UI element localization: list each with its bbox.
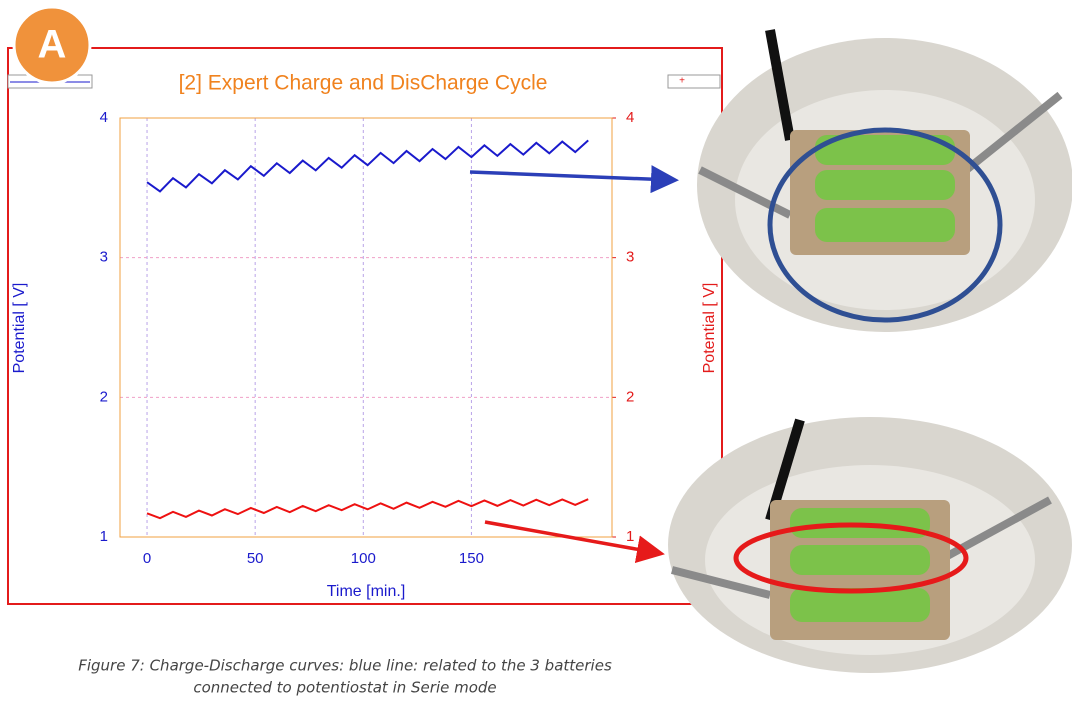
y-tick-label: 1 bbox=[100, 528, 108, 545]
photo-top bbox=[697, 30, 1072, 332]
x-axis-label: Time [min.] bbox=[327, 583, 406, 600]
y2-tick-label: 1 bbox=[626, 528, 634, 545]
y-tick-label: 4 bbox=[100, 109, 108, 126]
x-tick-label: 50 bbox=[247, 550, 264, 567]
y2-tick-label: 3 bbox=[626, 249, 634, 266]
legend-mark: + bbox=[679, 76, 685, 87]
photo-bottom bbox=[668, 417, 1072, 673]
x-tick-label: 100 bbox=[351, 550, 376, 567]
y2-tick-label: 4 bbox=[626, 109, 634, 126]
y2-tick-label: 2 bbox=[626, 388, 634, 405]
badge-label: A bbox=[38, 23, 67, 67]
x-tick-label: 0 bbox=[143, 550, 151, 567]
figure: + A [2] Expert Charge and DisCharge Cycl… bbox=[0, 0, 1072, 703]
x-tick-label: 150 bbox=[459, 550, 484, 567]
page: + A [2] Expert Charge and DisCharge Cycl… bbox=[0, 0, 1072, 703]
chart-frame bbox=[8, 48, 722, 604]
y-tick-label: 3 bbox=[100, 249, 108, 266]
y2-axis-label: Potential [ V] bbox=[701, 283, 718, 374]
legend-box bbox=[668, 75, 720, 88]
caption: connected to potentiostat in Serie mode bbox=[193, 679, 496, 697]
caption: Figure 7: Charge-Discharge curves: blue … bbox=[78, 657, 612, 675]
chart-title: [2] Expert Charge and DisCharge Cycle bbox=[179, 72, 548, 95]
y-tick-label: 2 bbox=[100, 388, 108, 405]
y-axis-label: Potential [ V] bbox=[11, 283, 28, 374]
